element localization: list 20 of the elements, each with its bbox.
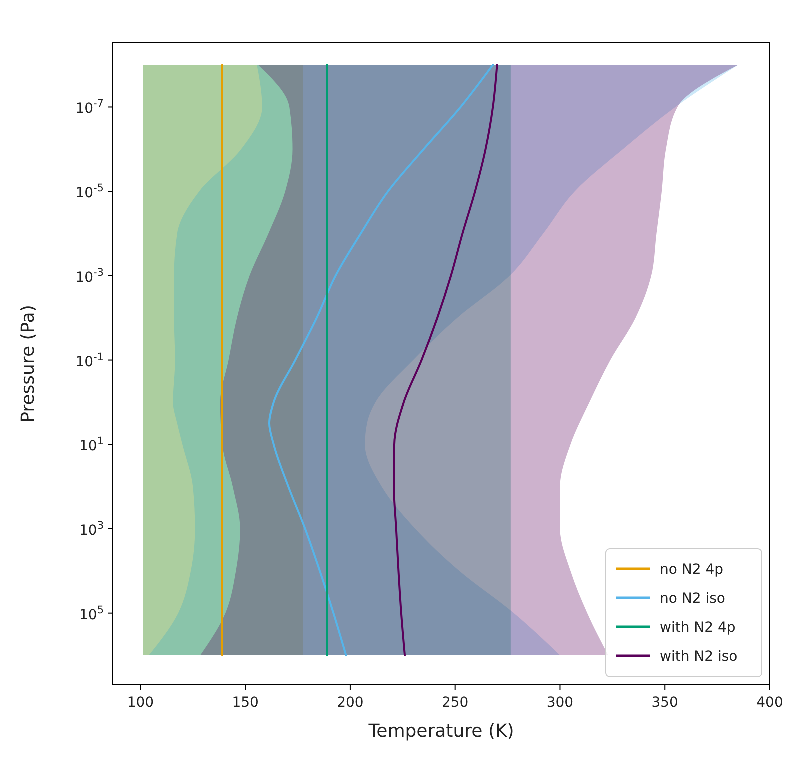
legend-label: no N2 iso — [660, 591, 726, 607]
y-tick-label: 10$^{1}$ — [79, 436, 104, 455]
legend-label: with N2 iso — [660, 649, 738, 665]
legend-label: no N2 4p — [660, 562, 724, 578]
x-tick-label: 100 — [127, 695, 154, 711]
y-tick-label: 10$^{-1}$ — [76, 351, 104, 370]
x-tick-label: 150 — [232, 695, 259, 711]
y-tick-label: 10$^{-3}$ — [76, 266, 104, 286]
y-tick-label: 10$^{3}$ — [79, 520, 104, 539]
y-tick-label: 10$^{-5}$ — [76, 182, 104, 202]
x-tick-label: 300 — [546, 695, 574, 711]
x-tick-label: 250 — [442, 695, 469, 711]
x-tick-label: 400 — [756, 695, 784, 711]
legend-label: with N2 4p — [660, 620, 736, 636]
x-axis-title: Temperature (K) — [368, 721, 514, 742]
y-tick-label: 10$^{5}$ — [79, 604, 104, 624]
y-tick-label: 10$^{-7}$ — [76, 98, 104, 118]
y-axis-title: Pressure (Pa) — [18, 305, 39, 423]
x-tick-label: 200 — [337, 695, 364, 711]
x-tick-label: 350 — [652, 695, 678, 711]
